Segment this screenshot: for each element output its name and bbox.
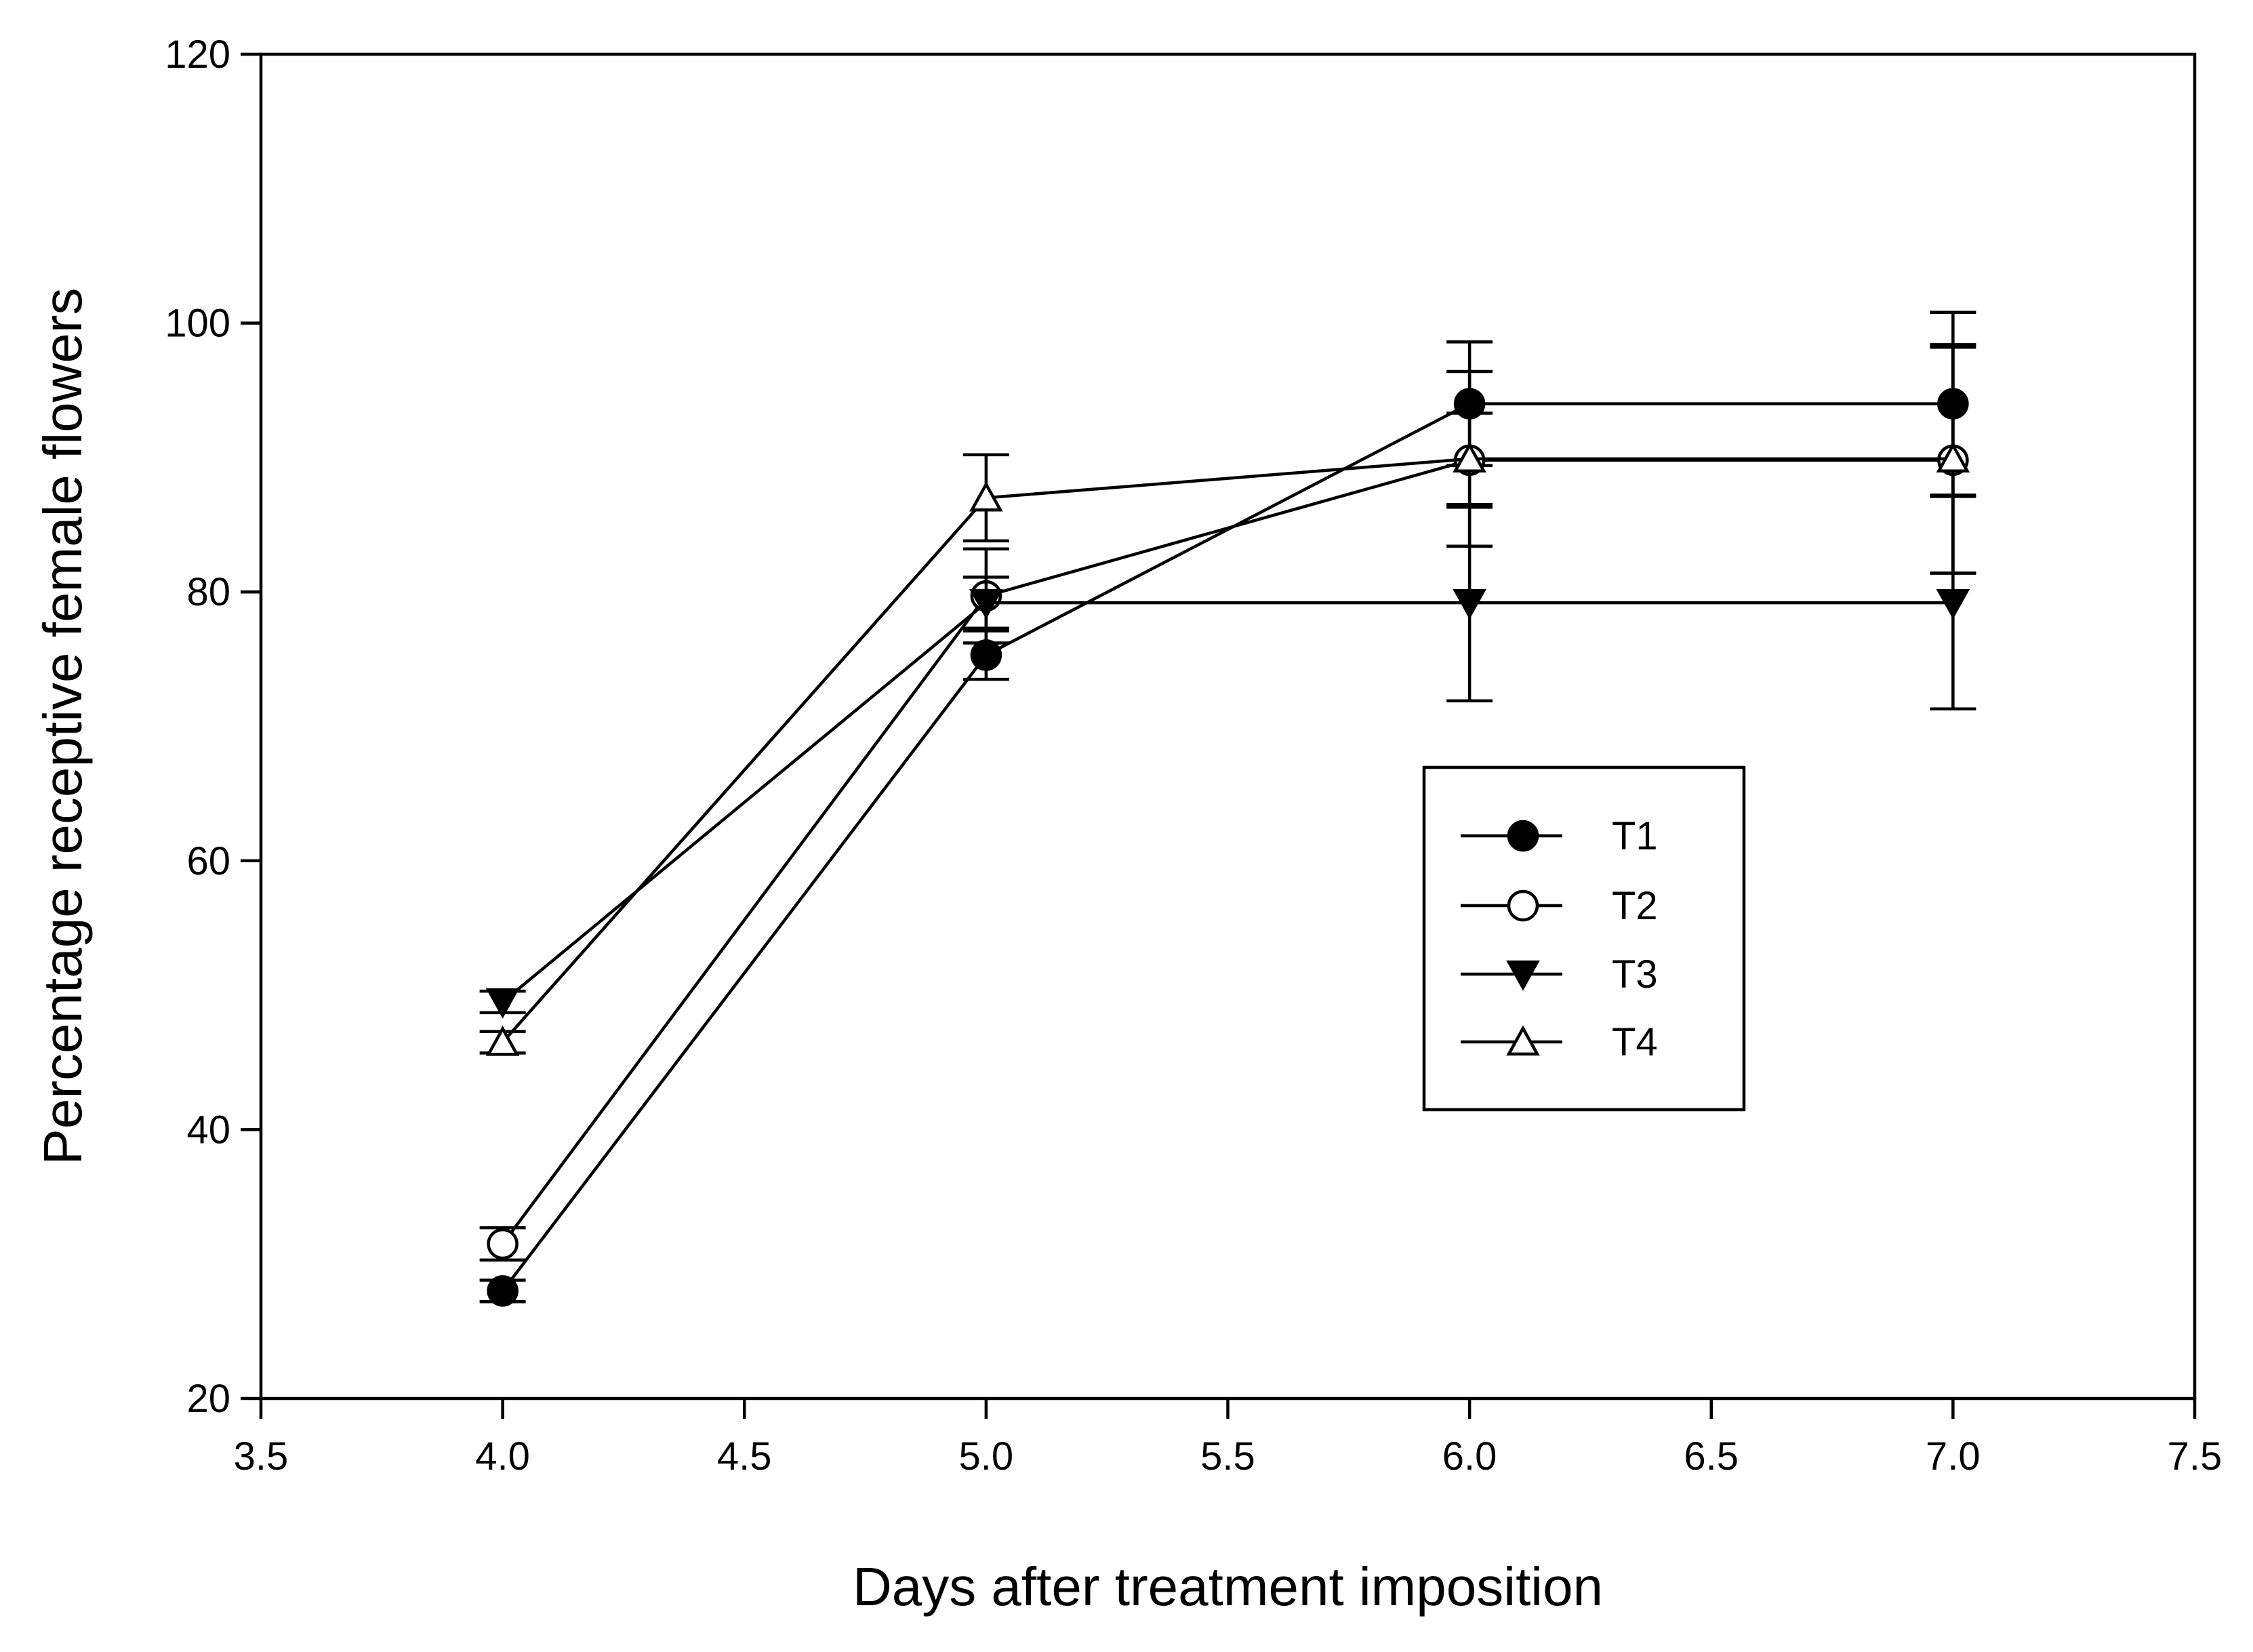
x-tick-label-5-5: 5.5: [1200, 1434, 1255, 1478]
data-point-t3-5: [969, 588, 1003, 620]
x-tick-label-7-5: 7.5: [2168, 1434, 2222, 1478]
data-series: [479, 310, 1976, 1307]
data-point-t3-4: [485, 988, 520, 1019]
y-axis-title: Percentage receptive female flowers: [33, 288, 93, 1165]
y-tick-label-20: 20: [186, 1377, 230, 1421]
x-tick-label-4-5: 4.5: [717, 1434, 772, 1478]
data-point-t2-4: [487, 1228, 519, 1260]
data-point-t1-5: [970, 639, 1002, 671]
x-tick-label-3-5: 3.5: [234, 1434, 289, 1478]
legend-box: [1422, 765, 1746, 1112]
legend-label-t1: T1: [1612, 814, 1658, 858]
series-line-t3: [502, 601, 1953, 1003]
legend-marker-t4: [1506, 1025, 1540, 1056]
series-t3: [479, 495, 1976, 1019]
legend-label-t2: T2: [1612, 884, 1658, 928]
legend-item-t2: T2: [1461, 884, 1658, 928]
x-axis-title: Days after treatment imposition: [853, 1556, 1603, 1617]
y-tick-label-40: 40: [186, 1108, 230, 1152]
legend-label-t4: T4: [1612, 1020, 1658, 1064]
data-point-t1-4: [487, 1275, 519, 1307]
data-point-t4-6: [1453, 442, 1486, 472]
series-line-t4: [501, 457, 1953, 1043]
y-tick-label-120: 120: [165, 33, 230, 77]
legend-marker-t3: [1506, 960, 1540, 991]
legend-marker-t1: [1507, 820, 1539, 852]
x-tick-label-4-0: 4.0: [475, 1434, 530, 1478]
y-axis-ticks: 20 40 60 80 100 120: [165, 33, 261, 1421]
x-axis-ticks: 3.5 4.0 4.5 5.0 5.5 6.0 6.5 7.0 7.5: [234, 1398, 2222, 1478]
legend-item-t1: T1: [1461, 814, 1658, 858]
data-point-t4-7: [1936, 442, 1970, 472]
data-point-t4-5: [969, 481, 1003, 512]
y-tick-label-80: 80: [186, 570, 230, 614]
legend-item-t4: T4: [1461, 1020, 1658, 1064]
legend: T1 T2 T3 T4: [1422, 765, 1746, 1112]
data-point-t3-7: [1936, 588, 1970, 620]
y-tick-label-100: 100: [165, 302, 230, 346]
x-tick-label-7-0: 7.0: [1926, 1434, 1981, 1478]
y-tick-label-60: 60: [186, 839, 230, 883]
data-point-t4-4: [485, 1025, 520, 1056]
x-tick-label-6-0: 6.0: [1442, 1434, 1497, 1478]
legend-item-t3: T3: [1461, 952, 1658, 996]
legend-marker-t2: [1507, 889, 1539, 922]
data-point-t3-6: [1453, 588, 1486, 620]
legend-label-t3: T3: [1612, 952, 1658, 996]
series-t4: [479, 343, 1976, 1056]
x-tick-label-5-0: 5.0: [959, 1434, 1014, 1478]
x-tick-label-6-5: 6.5: [1684, 1434, 1739, 1478]
